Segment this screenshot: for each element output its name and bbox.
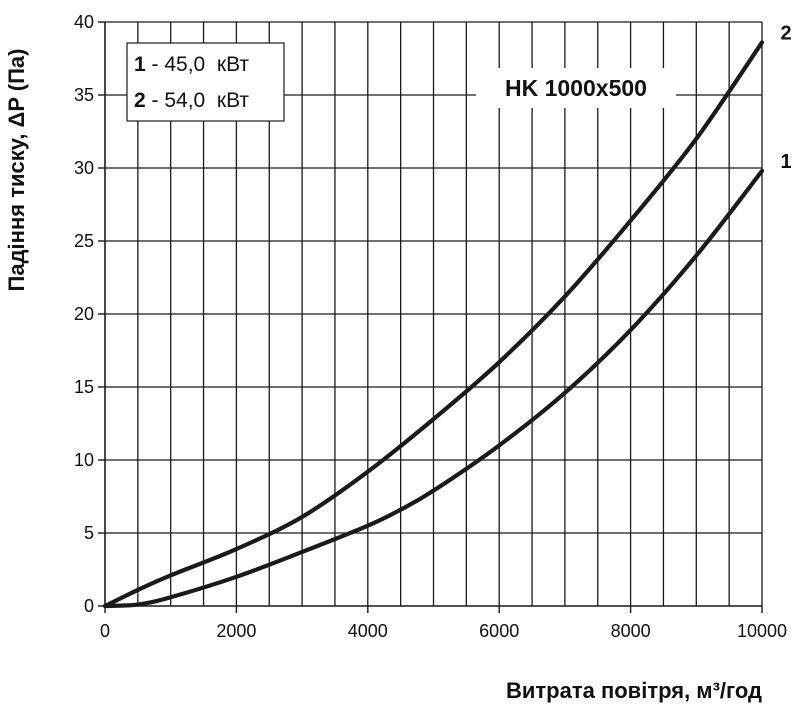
x-tick-label: 8000 xyxy=(611,621,651,641)
legend-item-2-label: - 54,0 кВт xyxy=(146,89,250,112)
grid xyxy=(105,21,762,606)
y-tick-label: 25 xyxy=(74,231,94,251)
y-tick-label: 0 xyxy=(84,596,94,616)
series-end-label-2: 2 xyxy=(780,22,791,44)
y-tick-label: 30 xyxy=(74,158,94,178)
y-tick-label: 10 xyxy=(74,450,94,470)
series-end-label-1: 1 xyxy=(780,151,791,173)
y-axis-title: Падіння тиску, ΔP (Па) xyxy=(4,49,29,292)
tick-labels: 0 5 10 15 20 25 30 35 40 0 2000 4000 6000 8000 10000 1 2 xyxy=(74,12,792,641)
x-tick-label: 0 xyxy=(100,621,110,641)
x-tick-label: 4000 xyxy=(348,621,388,641)
y-tick-label: 20 xyxy=(74,304,94,324)
x-axis-title: Витрата повітря, м³/год xyxy=(506,678,762,703)
legend-item-2-number: 2 xyxy=(134,89,146,112)
x-tick-label: 2000 xyxy=(216,621,256,641)
series-line-2 xyxy=(102,40,765,609)
legend-item-1: 1 - 45,0 кВт xyxy=(134,53,249,76)
x-tick-label: 6000 xyxy=(479,621,519,641)
y-tick-label: 35 xyxy=(74,85,94,105)
chart-title-group: HK 1000x500 xyxy=(476,68,676,108)
series-line-1 xyxy=(102,168,765,609)
y-tick-label: 15 xyxy=(74,377,94,397)
y-tick-label: 40 xyxy=(74,12,94,32)
chart-title-background xyxy=(476,68,676,108)
x-tick-label: 10000 xyxy=(737,621,787,641)
chart-title: HK 1000x500 xyxy=(505,75,647,101)
axes xyxy=(98,21,763,613)
y-tick-label: 5 xyxy=(84,523,94,543)
legend-item-2: 2 - 54,0 кВт xyxy=(134,89,249,112)
legend-box xyxy=(126,42,285,122)
legend-item-1-label: - 45,0 кВт xyxy=(146,53,250,76)
legend: 1 - 45,0 кВт 2 - 54,0 кВт xyxy=(126,42,285,122)
series-lines xyxy=(102,40,765,609)
legend-item-1-number: 1 xyxy=(134,53,146,76)
